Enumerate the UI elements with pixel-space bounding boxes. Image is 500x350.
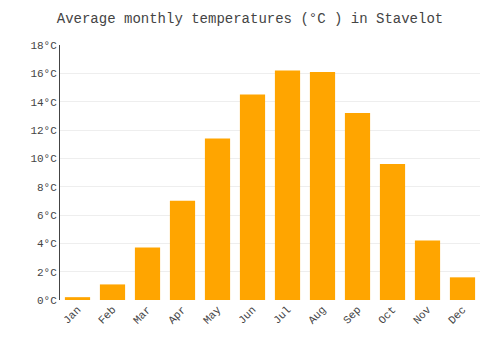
svg-text:May: May [201, 304, 224, 327]
svg-text:6°C: 6°C [37, 210, 57, 222]
svg-text:16°C: 16°C [30, 68, 57, 80]
svg-text:Jul: Jul [271, 304, 293, 326]
svg-text:18°C: 18°C [30, 40, 57, 52]
svg-text:Jun: Jun [236, 304, 258, 326]
svg-text:Aug: Aug [306, 304, 328, 326]
svg-text:14°C: 14°C [30, 97, 57, 109]
svg-text:Apr: Apr [166, 304, 188, 326]
svg-text:0°C: 0°C [37, 295, 57, 307]
svg-text:Oct: Oct [376, 304, 398, 326]
svg-text:Average monthly temperatures (: Average monthly temperatures (°C ) in St… [57, 11, 443, 27]
svg-text:Sep: Sep [341, 304, 363, 326]
svg-text:4°C: 4°C [37, 238, 57, 250]
svg-text:Mar: Mar [131, 304, 153, 326]
svg-text:2°C: 2°C [37, 267, 57, 279]
svg-text:12°C: 12°C [30, 125, 57, 137]
svg-text:10°C: 10°C [30, 153, 57, 165]
svg-text:Nov: Nov [411, 304, 434, 327]
svg-text:8°C: 8°C [37, 182, 57, 194]
svg-text:Dec: Dec [446, 304, 468, 326]
svg-text:Jan: Jan [61, 304, 83, 326]
svg-text:Feb: Feb [96, 304, 118, 326]
